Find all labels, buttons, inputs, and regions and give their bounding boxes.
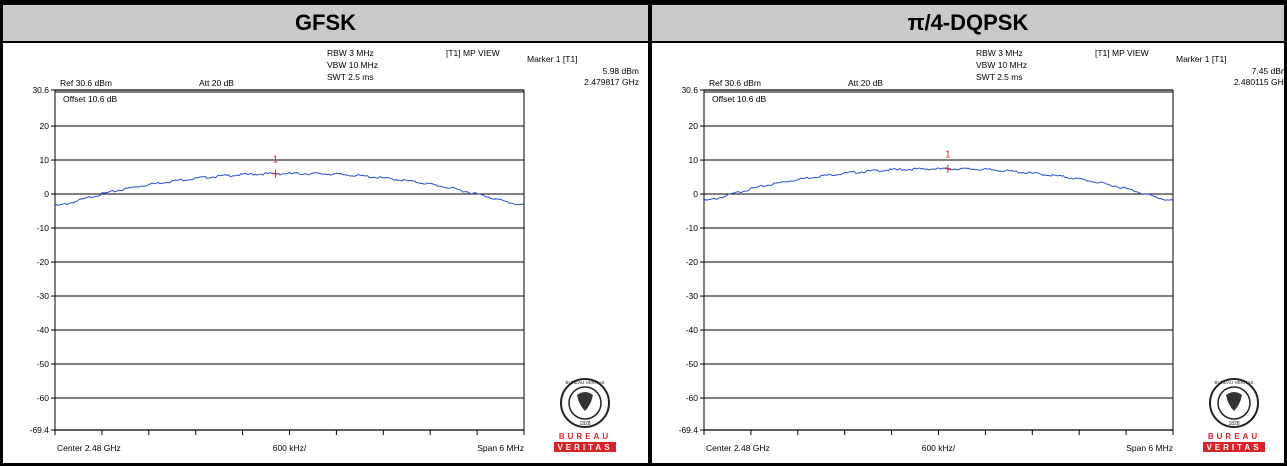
span-per-division-label: 600 kHz/ xyxy=(922,443,956,453)
offset-label: Offset 10.6 dB xyxy=(712,94,767,104)
y-tick-label: 0 xyxy=(693,189,698,199)
rbw-label: RBW 3 MHz xyxy=(976,48,1023,58)
ref-level-label: Ref 30.6 dBm xyxy=(709,78,761,88)
y-tick-label: 20 xyxy=(689,121,699,131)
y-tick-label: -50 xyxy=(37,359,50,369)
trace-line xyxy=(54,172,525,207)
logo-word-bottom-bg xyxy=(1203,442,1265,452)
logo-word-bottom: VERITAS xyxy=(1206,443,1261,452)
y-tick-label: -40 xyxy=(686,325,699,335)
logo-word-top: BUREAU xyxy=(559,432,611,441)
y-tick-label: 10 xyxy=(689,155,699,165)
header-gfsk: GFSK xyxy=(3,5,648,43)
marker-label: 1 xyxy=(273,155,279,166)
marker-frequency: 2.479817 GHz xyxy=(584,77,639,87)
marker-label: 1 xyxy=(945,150,951,161)
y-tick-label: -30 xyxy=(686,291,699,301)
y-tick-label: 20 xyxy=(40,121,50,131)
spectrum-chart-gfsk: RBW 3 MHz VBW 10 MHz SWT 2.5 ms [T1] MP VIE… xyxy=(30,48,639,453)
trace-line xyxy=(703,167,1174,202)
panel-divider xyxy=(648,0,652,466)
span-per-division-label: 600 kHz/ xyxy=(273,443,307,453)
marker-frequency: 2.480115 GHz xyxy=(1234,77,1284,87)
vbw-label: VBW 10 MHz xyxy=(327,60,378,70)
logo-word-bottom-bg xyxy=(554,442,616,452)
top-border xyxy=(0,0,1287,5)
y-tick-label: -20 xyxy=(686,257,699,267)
marker-level: 7.45 dBm xyxy=(1252,66,1284,76)
y-tick-label: -40 xyxy=(37,325,50,335)
y-tick-label: -10 xyxy=(686,223,699,233)
logo-seal-year: 1828 xyxy=(1228,421,1239,427)
view-label: [T1] MP VIEW xyxy=(446,48,500,58)
y-tick-label: -60 xyxy=(686,393,699,403)
y-tick-label: 0 xyxy=(44,189,49,199)
marker-level: 5.98 dBm xyxy=(603,66,639,76)
logo-seal-emblem xyxy=(1226,392,1242,411)
y-tick-label: -69.4 xyxy=(679,425,699,435)
marker-title: Marker 1 [T1] xyxy=(1176,54,1227,64)
ref-level-label: Ref 30.6 dBm xyxy=(60,78,112,88)
y-tick-label: 30.6 xyxy=(681,85,698,95)
y-tick-label: -60 xyxy=(37,393,50,403)
y-tick-label: -30 xyxy=(37,291,50,301)
swt-label: SWT 2.5 ms xyxy=(327,72,374,82)
attenuation-label: Att 20 dB xyxy=(199,78,234,88)
center-frequency-label: Center 2.48 GHz xyxy=(57,443,121,453)
logo-word-top: BUREAU xyxy=(1208,432,1260,441)
center-frequency-label: Center 2.48 GHz xyxy=(706,443,770,453)
offset-label: Offset 10.6 dB xyxy=(63,94,118,104)
vbw-label: VBW 10 MHz xyxy=(976,60,1027,70)
y-tick-label: -10 xyxy=(37,223,50,233)
marker-title: Marker 1 [T1] xyxy=(527,54,578,64)
y-tick-label: 30.6 xyxy=(32,85,49,95)
logo-seal-year: 1828 xyxy=(579,421,590,427)
y-tick-label: -50 xyxy=(686,359,699,369)
y-tick-label: -20 xyxy=(37,257,50,267)
view-label: [T1] MP VIEW xyxy=(1095,48,1149,58)
logo-seal-text: BUREAU VERITAS xyxy=(566,380,605,385)
bureau-veritas-logo: 1828 BUREAU VERITAS BUREAU VERITAS xyxy=(554,378,616,452)
logo-word-bottom: VERITAS xyxy=(557,443,612,452)
spectrum-chart-dqpsk: RBW 3 MHz VBW 10 MHz SWT 2.5 ms [T1] MP VIE… xyxy=(679,48,1284,453)
rbw-label: RBW 3 MHz xyxy=(327,48,374,58)
swt-label: SWT 2.5 ms xyxy=(976,72,1023,82)
y-tick-label: -69.4 xyxy=(30,425,50,435)
logo-seal-text: BUREAU VERITAS xyxy=(1215,380,1254,385)
logo-seal-emblem xyxy=(577,392,593,411)
bureau-veritas-logo: 1828 BUREAU VERITAS BUREAU VERITAS xyxy=(1203,378,1265,452)
header-dqpsk: π/4-DQPSK xyxy=(652,5,1284,43)
span-label: Span 6 MHz xyxy=(477,443,524,453)
y-tick-label: 10 xyxy=(40,155,50,165)
span-label: Span 6 MHz xyxy=(1126,443,1173,453)
attenuation-label: Att 20 dB xyxy=(848,78,883,88)
